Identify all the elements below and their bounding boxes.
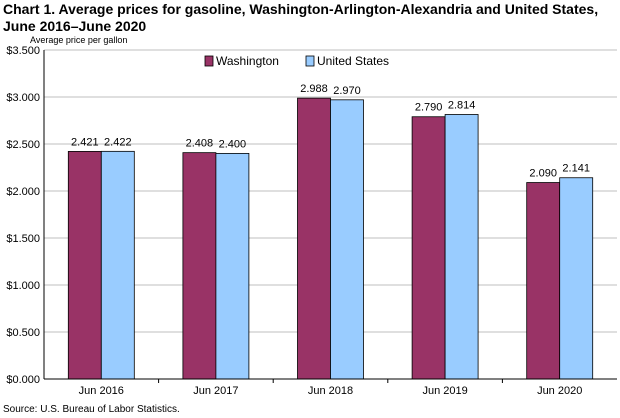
legend: Washington United States [204,54,389,68]
legend-label: United States [317,54,389,68]
bar-washington [182,152,217,380]
data-label: 2.422 [104,136,132,148]
bar-washington [297,97,331,380]
chart-title: Chart 1. Average prices for gasoline, Wa… [3,1,599,34]
labels: $0.000 $0.500 $1.000 $1.500 $2.000 $2.500 $3.0… [6,45,590,397]
y-tick-label: $0.000 [6,374,40,386]
legend-swatch [204,55,214,67]
y-tick-label: $3.500 [6,45,40,57]
data-label: 2.421 [71,136,99,148]
data-label: 2.988 [300,83,328,95]
y-axis-label: Average price per gallon [30,35,128,45]
x-tick-label: Jun 2020 [537,385,582,397]
bar-united-states [100,150,135,380]
y-tick-label: $2.500 [6,139,40,151]
y-tick-label: $1.500 [6,233,40,245]
bar-washington [526,182,561,380]
bars [67,97,594,380]
y-tick-label: $0.500 [6,327,40,339]
y-tick-label: $3.000 [6,92,40,104]
bar-united-states [559,177,594,380]
data-label: 2.790 [415,102,443,114]
bar-united-states [444,114,479,380]
bar-united-states [215,152,250,380]
data-label: 2.970 [333,85,361,97]
y-tick-label: $2.000 [6,186,40,198]
data-label: 2.090 [529,168,557,180]
legend-swatch [305,55,315,67]
data-label: 2.814 [448,99,476,111]
x-tick-label: Jun 2019 [422,385,467,397]
x-tick-label: Jun 2018 [308,385,353,397]
data-label: 2.408 [186,138,214,150]
data-label: 2.141 [562,163,590,175]
legend-label: Washington [216,54,279,68]
x-tick-label: Jun 2017 [193,385,238,397]
bar-washington [67,151,102,380]
data-label: 2.400 [219,138,247,150]
x-tick-label: Jun 2016 [79,385,124,397]
bar-united-states [330,99,364,380]
source-note: Source: U.S. Bureau of Labor Statistics. [3,404,180,415]
axes [43,50,617,383]
y-tick-label: $1.000 [6,280,40,292]
bar-washington [411,116,446,380]
